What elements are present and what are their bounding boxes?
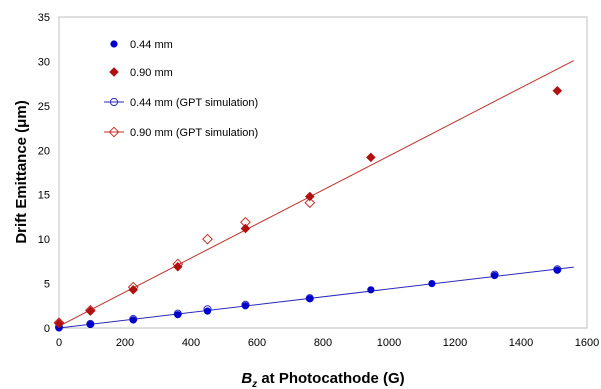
data-point [174,311,182,319]
x-tick-label: 1200 [443,337,467,349]
x-tick-label: 1600 [575,337,599,349]
legend-marker [109,97,119,107]
x-axis-title-text: at Photocathode (G) [257,370,405,387]
data-point [129,316,137,324]
data-point [490,271,499,280]
legend: 0.44 mm 0.90 mm 0.44 mm (GPT simulation) 0.… [104,39,258,139]
legend-label: 0.90 mm [130,67,173,79]
x-tick-label: 400 [182,337,200,349]
legend-marker [108,126,120,138]
data-point [366,152,376,163]
data-markers [53,85,563,332]
data-point [240,223,251,234]
data-point [428,279,436,288]
x-axis-title-subscript: z [251,379,257,389]
legend-label: 0.44 mm [130,39,173,51]
data-point [203,307,212,315]
y-tick-label: 35 [38,12,50,24]
data-point [202,233,213,245]
y-tick-label: 10 [38,234,50,246]
data-point [54,318,64,329]
x-tick-label: 1000 [377,337,401,349]
y-tick-label: 0 [44,323,50,335]
data-point [305,191,315,202]
series-line [58,60,575,327]
y-tick-label: 5 [44,279,50,291]
legend-marker [109,67,119,77]
y-tick-label: 15 [38,190,50,202]
y-axis-title-group: Drift Emittance (μm) [13,100,30,243]
y-tick-label: 20 [38,145,50,157]
x-tick-label: 0 [56,337,62,349]
data-point [241,302,250,310]
x-tick-label: 200 [116,337,134,349]
data-point [553,266,561,274]
legend-label: 0.44 mm (GPT simulation) [130,97,258,109]
y-axis-title: Drift Emittance (μm) [13,100,30,243]
x-axis-title-symbol: B [241,370,252,387]
data-point [306,295,314,303]
x-tick-label: 600 [248,337,266,349]
fit-lines [58,60,575,329]
legend-label: 0.90 mm (GPT simulation) [130,127,258,139]
plot-area-frame [58,16,588,329]
x-tick-label: 800 [314,337,332,349]
data-point [85,306,96,316]
data-point [367,286,375,294]
data-point [86,320,94,329]
data-point [173,261,183,272]
data-point [128,285,139,295]
y-tick-label: 25 [38,101,50,113]
series-line [58,266,574,329]
axis-ticks: 0 200 400 600 800 1000 1200 1400 1600 0 5 10 15 20 25 3… [38,12,599,349]
x-tick-label: 1400 [509,337,533,349]
data-point [552,85,563,96]
y-tick-label: 30 [38,56,50,68]
legend-marker [110,40,118,48]
data-point [304,197,316,209]
x-axis-title: Bz at Photocathode (G) [241,370,404,389]
